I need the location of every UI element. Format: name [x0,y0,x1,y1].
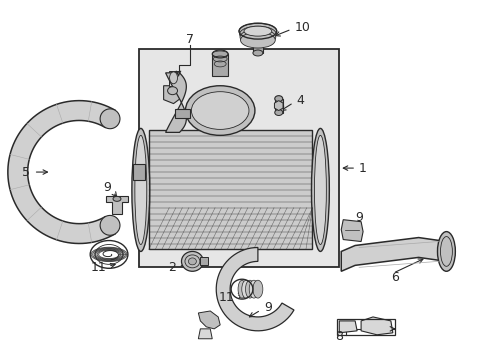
Text: 5: 5 [21,166,30,179]
Ellipse shape [240,29,275,45]
Polygon shape [8,100,115,243]
Bar [174,109,190,118]
Polygon shape [106,196,128,214]
Ellipse shape [167,87,177,95]
Text: 1: 1 [358,162,366,175]
Polygon shape [168,71,178,86]
Text: 9: 9 [354,211,362,224]
Text: 11: 11 [218,291,234,303]
Ellipse shape [181,251,203,271]
Ellipse shape [132,129,149,251]
Bar [212,54,228,76]
Ellipse shape [239,23,276,39]
Text: 9: 9 [264,301,271,314]
Polygon shape [274,100,283,111]
Ellipse shape [314,135,325,244]
Text: 10: 10 [294,21,310,34]
Ellipse shape [240,32,275,48]
Ellipse shape [437,231,454,271]
Text: 7: 7 [186,33,194,46]
Ellipse shape [245,280,254,298]
Bar [337,319,394,335]
Bar [139,49,339,267]
Ellipse shape [244,26,271,36]
Text: 11: 11 [90,261,106,274]
Ellipse shape [191,92,248,129]
Bar [133,164,144,180]
Polygon shape [216,247,293,331]
Bar [252,39,263,53]
Polygon shape [341,238,446,271]
Ellipse shape [239,26,276,42]
Ellipse shape [169,72,177,84]
Text: 6: 6 [390,271,398,284]
Ellipse shape [212,50,228,58]
Ellipse shape [249,280,258,298]
Polygon shape [163,86,181,104]
Ellipse shape [238,280,245,298]
Ellipse shape [252,280,263,298]
Ellipse shape [241,280,250,298]
Ellipse shape [274,109,282,116]
Ellipse shape [100,109,120,129]
Ellipse shape [100,215,120,235]
Ellipse shape [135,135,146,244]
Ellipse shape [274,96,282,102]
Ellipse shape [113,196,121,201]
Bar [274,99,282,113]
Text: 2: 2 [167,261,175,274]
Ellipse shape [188,258,196,265]
Ellipse shape [185,86,254,135]
Polygon shape [165,73,186,132]
Ellipse shape [311,129,328,251]
Ellipse shape [184,255,200,268]
Bar [200,257,208,265]
Text: 9: 9 [103,181,111,194]
Text: 3: 3 [192,110,200,123]
Ellipse shape [440,237,451,266]
Text: 4: 4 [296,94,304,107]
Polygon shape [198,311,220,329]
Polygon shape [341,220,362,242]
Polygon shape [339,321,356,333]
Ellipse shape [252,50,263,56]
Polygon shape [198,329,212,339]
Polygon shape [360,317,392,335]
Bar [148,130,312,249]
Text: 8: 8 [335,330,343,343]
